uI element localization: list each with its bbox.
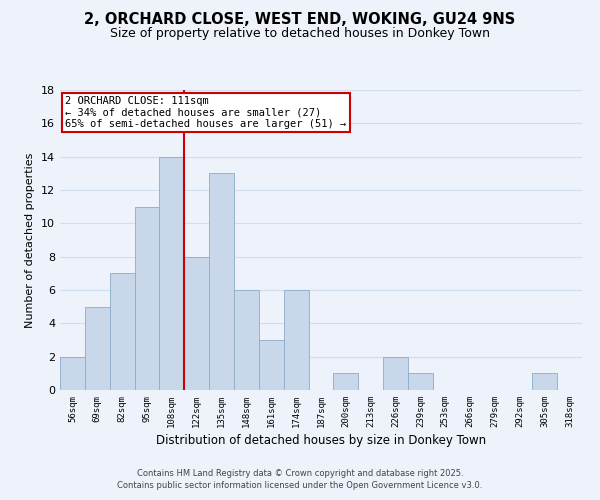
Bar bbox=[334, 374, 358, 390]
Text: 2, ORCHARD CLOSE, WEST END, WOKING, GU24 9NS: 2, ORCHARD CLOSE, WEST END, WOKING, GU24… bbox=[85, 12, 515, 28]
Bar bbox=[85, 306, 110, 390]
Bar bbox=[532, 374, 557, 390]
Bar bbox=[383, 356, 408, 390]
Text: 2 ORCHARD CLOSE: 111sqm
← 34% of detached houses are smaller (27)
65% of semi-de: 2 ORCHARD CLOSE: 111sqm ← 34% of detache… bbox=[65, 96, 346, 129]
Text: Contains public sector information licensed under the Open Government Licence v3: Contains public sector information licen… bbox=[118, 481, 482, 490]
Bar bbox=[160, 156, 184, 390]
Bar bbox=[110, 274, 134, 390]
Bar bbox=[134, 206, 160, 390]
Text: Size of property relative to detached houses in Donkey Town: Size of property relative to detached ho… bbox=[110, 28, 490, 40]
Text: Contains HM Land Registry data © Crown copyright and database right 2025.: Contains HM Land Registry data © Crown c… bbox=[137, 468, 463, 477]
Bar bbox=[259, 340, 284, 390]
Bar bbox=[234, 290, 259, 390]
Bar bbox=[284, 290, 308, 390]
X-axis label: Distribution of detached houses by size in Donkey Town: Distribution of detached houses by size … bbox=[156, 434, 486, 447]
Bar bbox=[408, 374, 433, 390]
Y-axis label: Number of detached properties: Number of detached properties bbox=[25, 152, 35, 328]
Bar bbox=[209, 174, 234, 390]
Bar bbox=[60, 356, 85, 390]
Bar bbox=[184, 256, 209, 390]
